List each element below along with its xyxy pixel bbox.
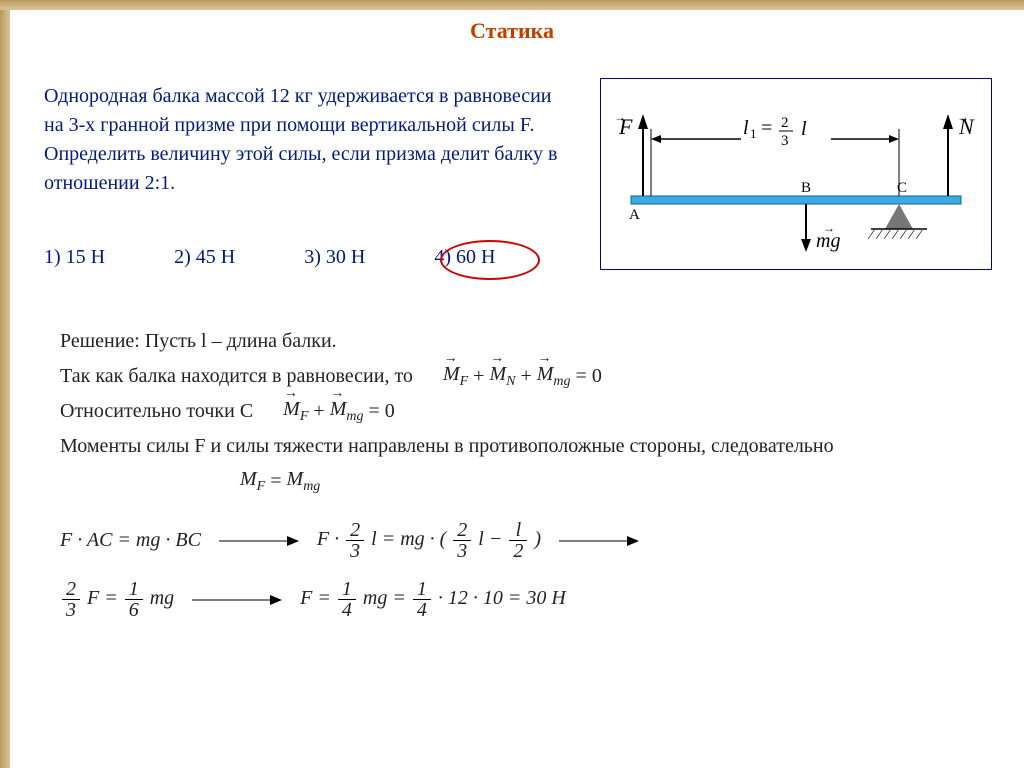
dim-left-head (651, 135, 661, 143)
problem-statement: Однородная балка массой 12 кг удерживает… (44, 82, 574, 198)
label-l1-num: 2 (781, 115, 789, 131)
vec-arrow-N: → (957, 110, 969, 124)
label-l1-sub: 1 (750, 126, 757, 141)
diagram-svg: F → N → l 1 = 2 3 l A B C mg → (601, 79, 991, 269)
sol-rest1: Пусть l – длина балки. (145, 330, 337, 352)
eq6-left: 23 F = 16 mg (60, 579, 174, 620)
option-3: 3) 30 Н (304, 246, 365, 268)
eq-row-5: F · AC = mg · BC F · 23 l = mg · ( 23 l … (60, 520, 960, 561)
beam-diagram: F → N → l 1 = 2 3 l A B C mg → (600, 78, 992, 270)
decor-border-top (0, 0, 1024, 10)
sol-line-4: Моменты силы F и силы тяжести направлены… (60, 435, 960, 458)
label-l1-l: l (801, 118, 807, 140)
label-l1-eq: = (761, 117, 772, 139)
eq7: F = 14 mg = 14 · 12 · 10 = 30 H (300, 579, 566, 620)
eq-zero: = 0 (576, 365, 602, 388)
label-B: B (801, 180, 811, 196)
eq3-Mmg: Mmg (330, 398, 364, 425)
label-A: A (629, 207, 640, 223)
arrow-icon-2 (559, 532, 639, 550)
arrow-icon-1 (219, 532, 299, 550)
option-2: 2) 45 Н (174, 246, 235, 268)
answer-circle (440, 240, 540, 280)
label-l1: l (743, 117, 749, 139)
eq-4: MF = Mmg (240, 468, 960, 495)
solution-block: Решение: Пусть l – длина балки. Так как … (60, 320, 960, 628)
option-1: 1) 15 Н (44, 246, 105, 268)
page-title: Статика (0, 18, 1024, 44)
eq-Mmg: Mmg (537, 363, 571, 390)
eq3-zero: = 0 (368, 400, 394, 423)
decor-border-left (0, 0, 10, 768)
eq5b: F · 23 l = mg · ( 23 l − l2 ) (317, 520, 541, 561)
eq-MF: MF (443, 363, 468, 390)
sol-prefix: Решение: (60, 330, 140, 352)
beam (631, 196, 961, 204)
arrow-icon-3 (192, 591, 282, 609)
eq-MN: MN (489, 363, 515, 390)
force-F-head (638, 114, 648, 129)
vec-arrow-mg: → (823, 221, 835, 235)
sol-text-2: Так как балка находится в равновесии, то (60, 365, 413, 388)
prism-support (885, 204, 913, 229)
label-l1-den: 3 (781, 133, 789, 149)
dim-right-head (889, 135, 899, 143)
sol-line-3: Относительно точки С MF + Mmg = 0 (60, 398, 960, 425)
sol-text-3: Относительно точки С (60, 400, 253, 423)
vec-arrow-F: → (614, 110, 626, 124)
force-N-head (943, 114, 953, 129)
ground-hatch (868, 229, 923, 239)
sol-line-1: Решение: Пусть l – длина балки. (60, 330, 960, 353)
force-mg-head (801, 239, 811, 252)
label-C: C (897, 180, 907, 196)
eq-row-6: 23 F = 16 mg F = 14 mg = 14 · 12 · 10 = … (60, 579, 960, 620)
sol-line-2: Так как балка находится в равновесии, то… (60, 363, 960, 390)
eq5a: F · AC = mg · BC (60, 529, 201, 552)
eq3-MF: MF (283, 398, 308, 425)
